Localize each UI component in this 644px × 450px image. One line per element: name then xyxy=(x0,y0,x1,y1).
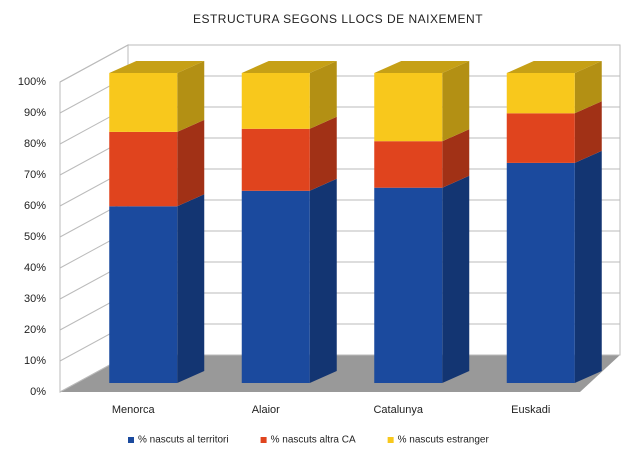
grid-line xyxy=(59,44,620,83)
bar-top xyxy=(241,61,337,73)
y-tick-label: 50% xyxy=(24,231,46,243)
bar-segment xyxy=(506,162,575,383)
x-tick-label: Alaior xyxy=(252,404,280,416)
y-tick-label: 10% xyxy=(24,355,46,367)
y-tick-label: 60% xyxy=(24,200,46,212)
bar-top xyxy=(109,61,205,73)
legend-swatch xyxy=(128,437,134,443)
bar-segment xyxy=(241,73,310,129)
y-tick-label: 90% xyxy=(24,107,46,119)
x-tick-label: Catalunya xyxy=(373,404,423,416)
bar-side xyxy=(309,178,337,383)
legend-swatch xyxy=(387,437,394,443)
bar-top xyxy=(374,61,470,73)
y-tick-label: 40% xyxy=(24,262,46,274)
bar-side xyxy=(177,61,205,132)
x-tick-label: Euskadi xyxy=(511,404,550,416)
bar-side xyxy=(574,101,602,163)
bar-segment xyxy=(109,206,178,383)
legend-swatch xyxy=(260,437,267,443)
bar-side xyxy=(574,150,602,383)
bar-segment xyxy=(506,73,575,114)
bar-segment xyxy=(374,73,443,142)
bar-top xyxy=(506,61,602,73)
bar-side xyxy=(442,61,470,142)
bar-segment xyxy=(241,190,310,383)
bar-side xyxy=(177,194,205,383)
legend-label: % nascuts altra CA xyxy=(271,435,356,446)
bar-segment xyxy=(109,73,178,132)
bar-segment xyxy=(241,128,310,191)
bar-side xyxy=(309,116,337,191)
y-tick-label: 30% xyxy=(24,293,46,305)
bar-side xyxy=(177,119,205,207)
bar-segment xyxy=(506,113,575,163)
bar-side xyxy=(442,175,470,383)
legend-label: % nascuts estranger xyxy=(398,435,490,446)
y-tick-label: 70% xyxy=(24,169,46,181)
bar-segment xyxy=(109,131,178,207)
bar-side xyxy=(574,61,602,114)
bar-segment xyxy=(374,187,443,383)
y-tick-label: 0% xyxy=(30,386,46,398)
legend-label: % nascuts al territori xyxy=(138,435,229,446)
x-tick-label: Menorca xyxy=(112,404,156,416)
bar-side xyxy=(309,61,337,129)
y-tick-label: 20% xyxy=(24,324,46,336)
y-tick-label: 100% xyxy=(18,76,46,88)
y-tick-label: 80% xyxy=(24,138,46,150)
bar-side xyxy=(442,129,470,188)
chart-title: ESTRUCTURA SEGONS LLOCS DE NAIXEMENT xyxy=(193,12,483,26)
bar-segment xyxy=(374,141,443,188)
